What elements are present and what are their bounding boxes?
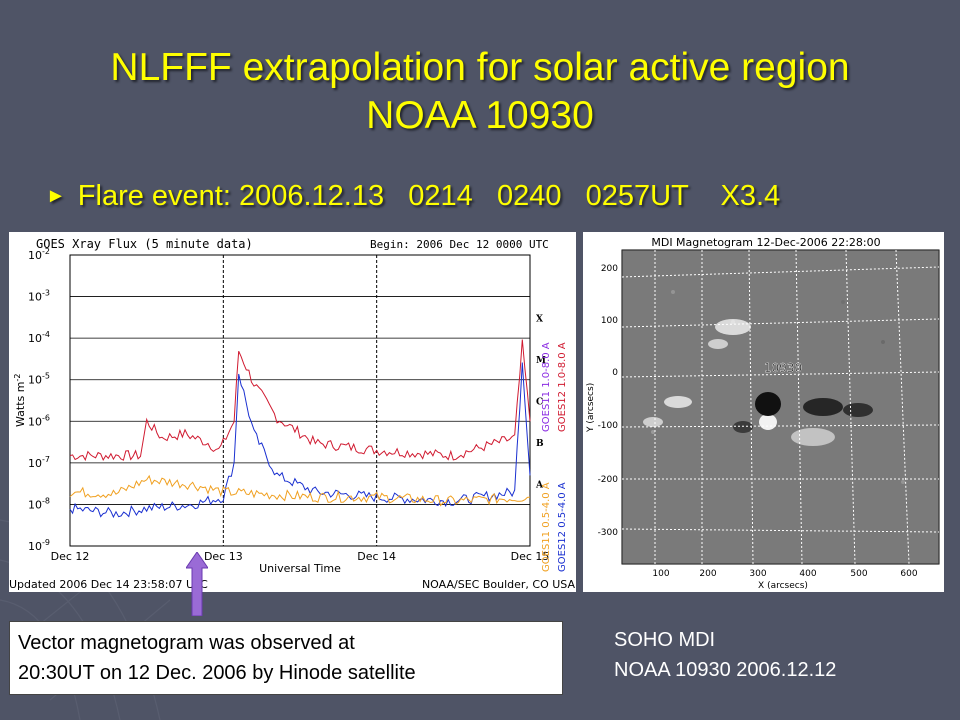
series-line <box>69 339 531 462</box>
goes-frame <box>69 254 531 547</box>
bullet-flare-event: ► Flare event: 2006.12.13 0214 0240 0257U… <box>46 180 780 213</box>
hinode-note-box: Vector magnetogram was observed at 20:30… <box>9 621 563 695</box>
goes-xray-plot: GOES Xray Flux (5 minute data) Begin: 20… <box>9 232 576 592</box>
goes-updated: Updated 2006 Dec 14 23:58:07 UTC <box>9 578 208 591</box>
goes-x-axis-label: Universal Time <box>259 562 341 575</box>
mdi-x-tick-label: 600 <box>900 569 917 579</box>
mdi-caption: SOHO MDI NOAA 10930 2006.12.12 <box>614 625 836 685</box>
note-line-1: Vector magnetogram was observed at <box>18 632 355 654</box>
series-line <box>69 362 531 519</box>
y-tick-label: 10-8 <box>28 496 50 511</box>
y-tick-label: 10-6 <box>28 413 50 428</box>
y-tick-label: 10-3 <box>28 289 50 304</box>
mdi-svg: MDI Magnetogram 12-Dec-2006 22:28:00 <box>586 236 940 591</box>
mdi-y-tick-label: 100 <box>601 316 618 326</box>
legend-entry: GOES11 1.0-8.0 A <box>541 342 552 432</box>
mdi-x-ticks: 100 200 300 400 500 600 <box>652 569 917 579</box>
series-line <box>69 474 531 507</box>
mdi-x-tick-label: 300 <box>749 569 766 579</box>
mdi-region-label: 10930 <box>764 361 802 375</box>
mdi-title: MDI Magnetogram 12-Dec-2006 22:28:00 <box>651 236 880 249</box>
y-tick-label: 10-9 <box>28 538 50 553</box>
y-tick-label: 10-2 <box>28 247 50 262</box>
goes-begin: Begin: 2006 Dec 12 0000 UTC <box>370 238 549 251</box>
flare-class-label: B <box>536 439 544 449</box>
y-tick-label: 10-5 <box>28 372 50 387</box>
mdi-y-tick-label: -300 <box>598 528 619 538</box>
goes-flare-classes: X M C B A <box>535 314 546 490</box>
mdi-magnetogram: MDI Magnetogram 12-Dec-2006 22:28:00 <box>583 232 944 592</box>
bullet-arrow-icon: ► <box>46 185 66 207</box>
slide-title: NLFFF extrapolation for solar active reg… <box>0 44 960 140</box>
flare-class-label: C <box>536 398 543 408</box>
goes-grid <box>70 255 530 546</box>
goes-y-axis-label: Watts m-2 <box>13 374 27 427</box>
mdi-x-tick-label: 500 <box>850 569 867 579</box>
goes-credit: NOAA/SEC Boulder, CO USA <box>422 578 576 591</box>
legend-entry: GOES12 0.5-4.0 A <box>557 482 568 572</box>
y-tick-label: 10-4 <box>28 330 50 345</box>
mdi-y-tick-label: 200 <box>601 264 618 274</box>
bullet-text: Flare event: 2006.12.13 0214 0240 0257UT… <box>77 180 781 212</box>
x-tick-label: Dec 12 <box>51 550 90 563</box>
pointer-arrow-icon <box>186 552 208 616</box>
mdi-x-tick-label: 400 <box>799 569 816 579</box>
flare-class-label: M <box>536 356 546 366</box>
flare-class-label: A <box>535 481 544 491</box>
caption-line-2: NOAA 10930 2006.12.12 <box>614 659 837 681</box>
goes-title: GOES Xray Flux (5 minute data) <box>36 237 253 251</box>
title-line-2: NOAA 10930 <box>366 94 594 137</box>
mdi-x-tick-label: 100 <box>652 569 669 579</box>
x-tick-label: Dec 14 <box>357 550 396 563</box>
legend-entry: GOES12 1.0-8.0 A <box>557 342 568 432</box>
goes-series <box>69 339 531 519</box>
mdi-y-tick-label: -100 <box>598 421 619 431</box>
goes-x-ticks: Dec 12 Dec 13 Dec 14 Dec 15 <box>51 550 550 563</box>
legend-entry: GOES11 0.5-4.0 A <box>541 482 552 572</box>
x-tick-label: Dec 15 <box>511 550 550 563</box>
goes-y-ticks: 10-2 10-3 10-4 10-5 10-6 10-7 10-8 10-9 <box>28 247 50 553</box>
x-tick-label: Dec 13 <box>204 550 243 563</box>
title-line-1: NLFFF extrapolation for solar active reg… <box>110 46 850 89</box>
goes-legend: GOES11 1.0-8.0 A GOES12 1.0-8.0 A GOES11 0… <box>541 342 568 572</box>
y-tick-label: 10-7 <box>28 455 50 470</box>
mdi-y-ticks: 200 100 0 -100 -200 -300 <box>598 264 619 538</box>
mdi-y-axis-label: Y (arcsecs) <box>586 383 596 433</box>
mdi-x-axis-label: X (arcsecs) <box>758 581 808 591</box>
goes-plot-svg: GOES Xray Flux (5 minute data) Begin: 20… <box>9 237 576 591</box>
mdi-y-tick-label: -200 <box>598 475 619 485</box>
caption-line-1: SOHO MDI <box>614 629 716 651</box>
note-line-2: 20:30UT on 12 Dec. 2006 by Hinode satell… <box>18 662 416 684</box>
mdi-y-tick-label: 0 <box>612 368 618 378</box>
flare-class-label: X <box>536 314 543 324</box>
mdi-grid <box>621 249 940 565</box>
mdi-x-tick-label: 200 <box>699 569 716 579</box>
